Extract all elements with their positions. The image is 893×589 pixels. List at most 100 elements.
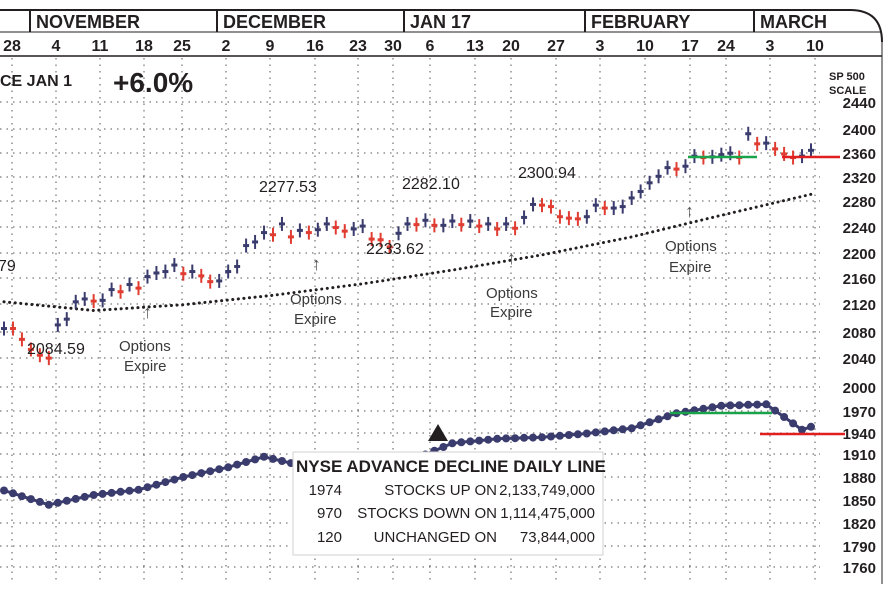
price-bar [126,277,133,292]
price-bar [521,210,528,225]
ad-point [457,438,466,447]
price-bar [332,220,339,235]
y-tick-label: 2120 [843,297,876,314]
breadth-count: 970 [317,505,342,522]
price-bar [171,258,178,273]
ad-point [170,475,179,484]
price-bar [422,213,429,228]
options-label: Expire [124,358,167,375]
price-bar [619,199,626,214]
ad-point [502,434,511,443]
price-bar [763,136,770,151]
price-bar [63,312,70,327]
price-bar [261,225,268,240]
price-bar [467,214,474,229]
ad-point [699,404,708,413]
ad-point [618,425,627,434]
scale-label: SCALE [829,85,866,97]
price-bar [90,294,97,309]
breadth-volume: 1,114,475,000 [500,505,595,522]
y-tick-label: 2160 [843,271,876,288]
ad-point [44,500,53,509]
ad-point [762,400,771,409]
ad-point [520,433,529,442]
price-bar [99,293,106,308]
arrow-marker: ↑ [143,302,152,322]
price-bar [628,190,635,205]
y-tick-label: 2280 [843,194,876,211]
ad-point [125,486,134,495]
ad-point [242,458,251,466]
breadth-count: 120 [317,529,342,546]
ad-point [573,430,582,439]
price-bar [180,266,187,281]
day-label: 3 [766,38,775,55]
moving-average-line [2,192,813,313]
month-label: MARCH [760,12,827,32]
ad-point [475,436,484,445]
price-bar [583,209,590,224]
price-bar [646,175,653,190]
day-label: 2 [222,38,231,55]
ad-point [107,488,116,497]
ad-point [717,401,726,410]
ad-point [735,401,744,410]
moving-average-path [2,192,813,313]
price-bar [287,229,294,244]
ad-point [493,434,502,443]
price-bar [162,264,169,279]
breadth-count: 1974 [309,482,342,499]
y-tick-label: 1940 [843,426,876,443]
breadth-box-title: NYSE ADVANCE DECLINE DAILY LINE [296,457,606,476]
price-bar [547,199,554,214]
price-bar [386,240,393,255]
price-bar [413,217,420,232]
price-bar [305,225,312,240]
day-label: 25 [173,38,191,55]
price-bar [243,238,250,253]
ad-point [260,452,268,461]
y-tick-label: 1880 [843,470,876,487]
ad-point [466,437,475,446]
ad-point [62,496,71,505]
ad-point [269,454,277,463]
ad-point [600,427,609,436]
ad-point [26,495,35,504]
price-bar [18,332,25,347]
ad-point [564,431,573,439]
price-bar [296,223,303,238]
ad-point [71,494,80,503]
day-label: 10 [636,38,654,55]
high-annotation: 2282.10 [402,176,460,193]
ad-point [591,428,600,437]
price-bar [368,232,375,247]
y-tick-label: 2240 [843,220,876,237]
price-bar [153,265,160,280]
price-bar [252,234,259,249]
price-bar [359,219,366,234]
ad-point [0,486,8,495]
ad-point [17,492,26,501]
day-label: 20 [502,38,520,55]
y-tick-label: 2200 [843,246,876,263]
ad-point [645,418,654,427]
low-annotation: 2084.59 [27,341,85,358]
y-tick-label: 2000 [843,380,876,397]
price-bar [601,201,608,216]
day-label: 16 [306,38,324,55]
price-bar [754,136,761,151]
options-label: Options [486,285,538,302]
since-label: CE JAN 1 [0,73,72,90]
day-label: 28 [3,38,21,55]
ad-point [529,433,537,442]
breadth-label: STOCKS DOWN ON [357,505,497,522]
ad-point [807,422,815,431]
up-triangle-icon [428,424,448,441]
ad-point [798,425,806,434]
ad-point [152,480,161,489]
price-bar [81,291,88,306]
ad-point [789,419,798,428]
high-annotation: 2300.94 [518,165,576,182]
ad-point [251,455,260,464]
